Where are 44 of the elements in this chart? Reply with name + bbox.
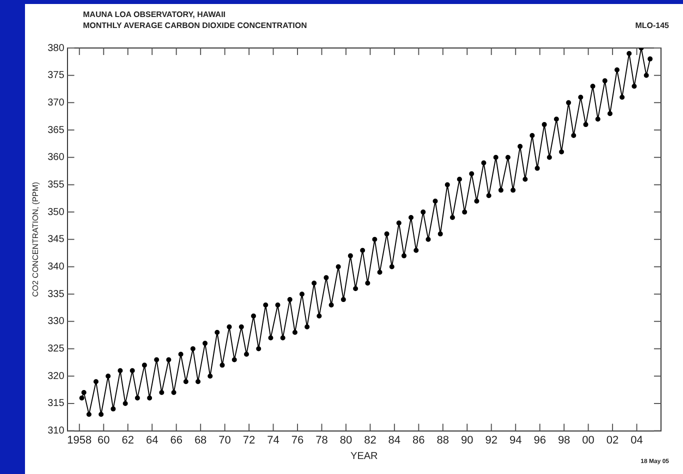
x-tick-label: 60 xyxy=(98,434,110,446)
x-tick-label: 72 xyxy=(242,434,256,446)
x-tick-label: 94 xyxy=(509,434,522,446)
x-tick-label: 62 xyxy=(122,434,134,446)
y-tick-label: 360 xyxy=(48,152,65,164)
x-tick-label: 02 xyxy=(606,434,619,446)
y-tick-label: 350 xyxy=(48,206,65,218)
y-tick-label: 365 xyxy=(48,124,65,136)
x-tick-label: 76 xyxy=(291,434,304,446)
y-tick-label: 370 xyxy=(48,97,65,108)
y-tick-label: 320 xyxy=(48,370,65,382)
chart-subtitle: MONTHLY AVERAGE CARBON DIOXIDE CONCENTRATION xyxy=(83,21,307,30)
x-tick-label: 66 xyxy=(170,434,182,446)
y-tick-label: 375 xyxy=(48,70,65,82)
x-tick-label: 04 xyxy=(630,434,643,446)
x-tick-label: 78 xyxy=(316,434,328,446)
x-tick-label: 92 xyxy=(485,434,498,446)
y-tick-label: 310 xyxy=(48,426,65,437)
x-tick-label: 74 xyxy=(267,434,280,446)
y-tick-label: 315 xyxy=(48,398,65,410)
x-tick-label: 00 xyxy=(582,434,594,446)
x-tick-label: 98 xyxy=(558,434,570,446)
y-axis-title: CO2 CONCENTRATION, (PPM) xyxy=(31,182,40,297)
x-tick-label: 80 xyxy=(340,434,352,446)
y-tick-label: 330 xyxy=(48,316,65,328)
y-tick-label: 335 xyxy=(48,288,65,300)
x-tick-label: 68 xyxy=(194,434,207,446)
x-tick-label: 64 xyxy=(146,434,158,446)
x-tick-label: 90 xyxy=(461,434,474,446)
text: MLO-145 xyxy=(635,21,669,30)
y-tick-label: 345 xyxy=(48,234,65,246)
y-tick-label: 380 xyxy=(48,42,65,54)
x-tick-label: 1958 xyxy=(67,434,92,446)
x-tick-label: 82 xyxy=(364,434,376,446)
x-tick-label: 84 xyxy=(388,434,401,446)
x-tick-label: 70 xyxy=(218,434,231,446)
y-tick-label: 340 xyxy=(48,261,65,272)
y-tick-label: 325 xyxy=(48,344,65,355)
x-tick-label: 88 xyxy=(436,434,450,446)
y-tick-label: 355 xyxy=(48,179,65,190)
x-tick-label: 96 xyxy=(534,434,546,446)
x-axis-title: YEAR xyxy=(350,450,378,462)
chart-title: MAUNA LOA OBSERVATORY, HAWAII xyxy=(83,10,226,19)
x-tick-label: 86 xyxy=(412,434,425,446)
